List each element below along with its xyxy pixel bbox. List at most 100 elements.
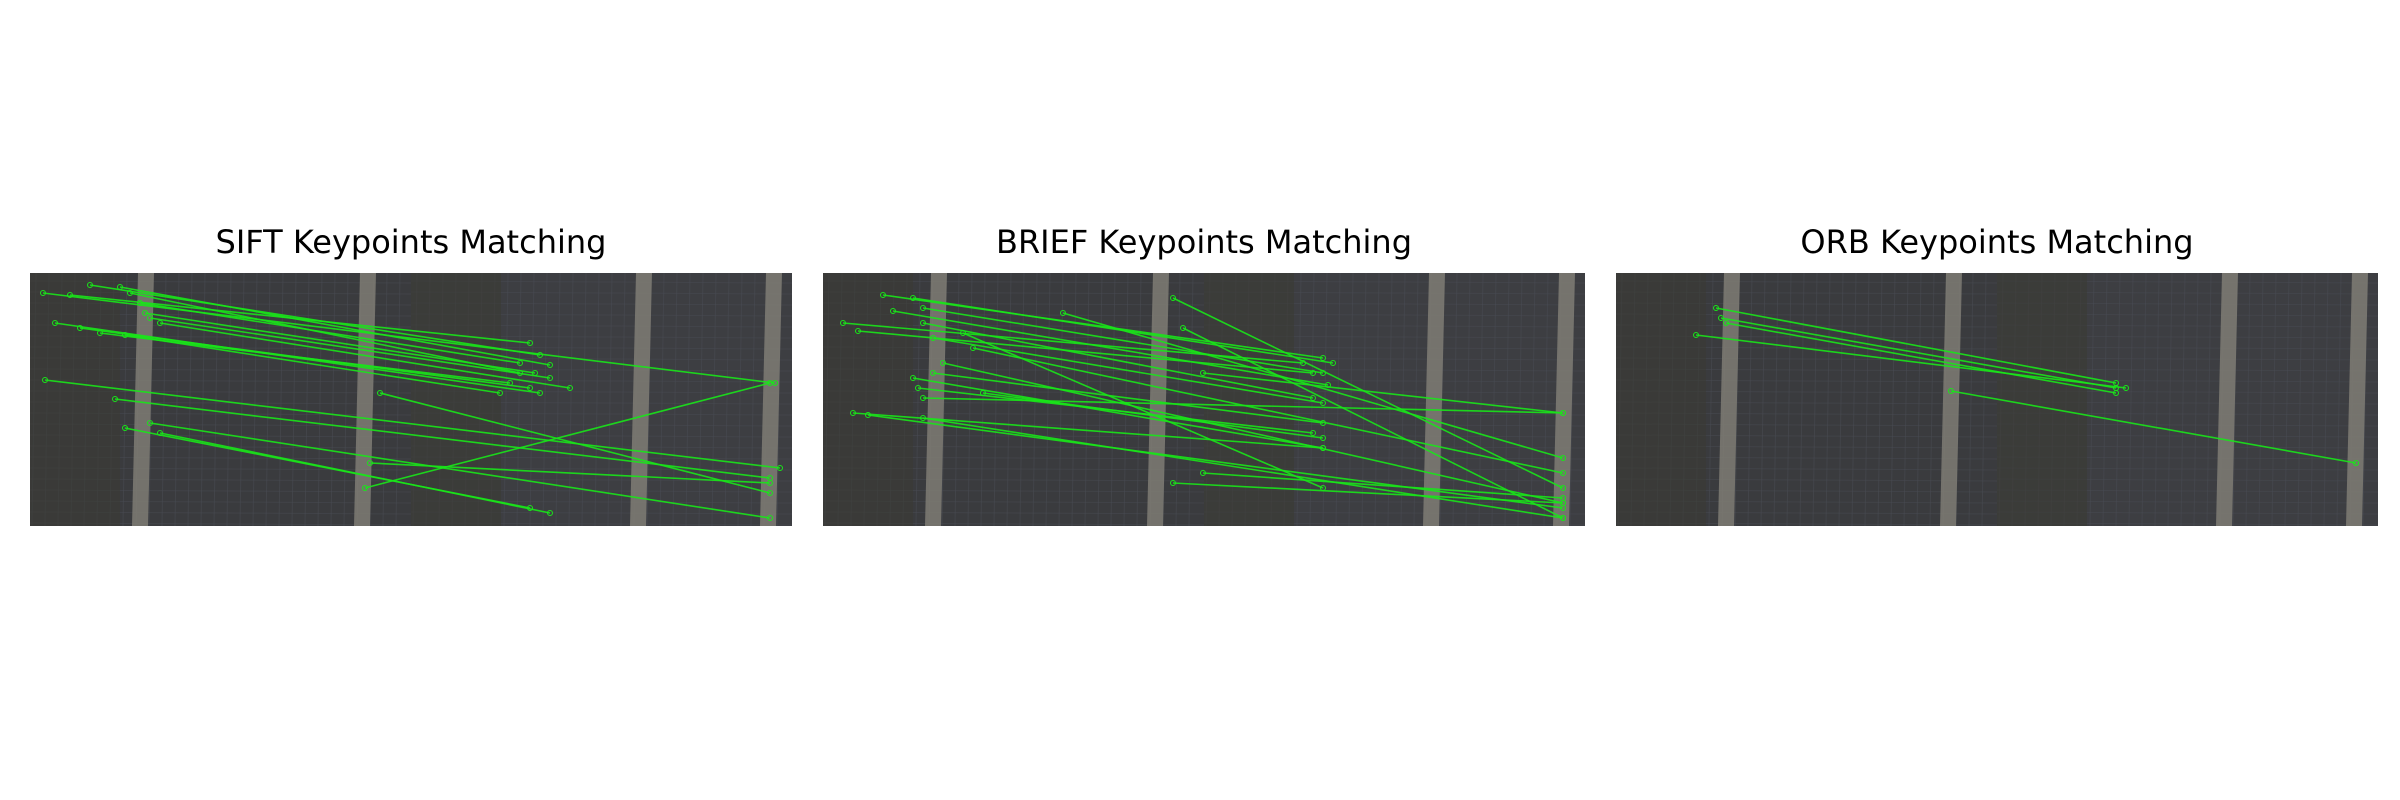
panel-grid-line xyxy=(1799,273,1805,526)
match-line xyxy=(369,462,771,484)
panel-grid-line xyxy=(1916,273,1922,526)
brief-matching-image xyxy=(823,273,1585,526)
keypoint-marker xyxy=(1560,455,1566,461)
support-pole xyxy=(1940,273,1962,526)
match-line xyxy=(932,337,1324,404)
keypoint-marker xyxy=(1723,320,1729,326)
keypoint-marker xyxy=(547,510,553,516)
match-line xyxy=(1182,327,1564,519)
panel-grid-line xyxy=(2154,273,2160,526)
match-lines xyxy=(40,282,783,521)
keypoint-marker xyxy=(880,292,886,298)
keypoint-marker xyxy=(1560,515,1566,521)
keypoint-marker xyxy=(1320,435,1326,441)
match-lines xyxy=(840,292,1566,521)
keypoint-marker xyxy=(920,395,926,401)
support-pole xyxy=(1553,273,1575,526)
ground-strip xyxy=(30,273,120,526)
panel-grid-line xyxy=(395,273,401,526)
keypoint-marker xyxy=(1060,310,1066,316)
panel-grid-line xyxy=(607,273,613,526)
keypoint-marker xyxy=(1560,485,1566,491)
keypoint-marker xyxy=(157,430,163,436)
keypoint-marker xyxy=(930,370,936,376)
panel-grid-line xyxy=(304,273,310,526)
keypoint-marker xyxy=(2113,390,2119,396)
panel-grid-line xyxy=(1123,273,1129,526)
sift-panel: SIFT Keypoints Matching xyxy=(30,220,792,526)
keypoint-marker xyxy=(117,284,123,290)
ground-strip xyxy=(823,273,913,526)
support-pole xyxy=(760,273,782,526)
keypoint-marker xyxy=(122,425,128,431)
keypoint-marker xyxy=(377,390,383,396)
panel-grid-line xyxy=(1413,273,1419,526)
keypoint-marker xyxy=(1180,325,1186,331)
panel-grid-line xyxy=(1851,273,1857,526)
keypoint-marker xyxy=(87,282,93,288)
match-line xyxy=(124,334,501,394)
match-line xyxy=(139,302,521,364)
panel-grid-line xyxy=(1387,273,1393,526)
keypoint-marker xyxy=(547,362,553,368)
panel-grid-line xyxy=(174,273,180,526)
panel-grid-line xyxy=(1877,273,1883,526)
panel-grid-line xyxy=(2271,273,2277,526)
keypoint-marker xyxy=(940,360,946,366)
panel-grid-line xyxy=(2102,273,2108,526)
match-line xyxy=(867,414,1564,509)
sift-matching-image xyxy=(30,273,792,526)
panel-grid-line xyxy=(555,273,561,526)
panel-grid-line xyxy=(659,273,665,526)
keypoint-marker xyxy=(840,320,846,326)
panel-grid-line xyxy=(1084,273,1090,526)
panel-grid-line xyxy=(2167,273,2173,526)
panel-grid-line xyxy=(1903,273,1909,526)
panel-grid-line xyxy=(1968,273,1974,526)
keypoint-marker xyxy=(767,480,773,486)
keypoint-marker xyxy=(1200,370,1206,376)
keypoint-marker xyxy=(855,328,861,334)
panel-grid-line xyxy=(1786,273,1792,526)
keypoint-marker xyxy=(1718,315,1724,321)
panel-grid-line xyxy=(1773,273,1779,526)
orb-panel-title: ORB Keypoints Matching xyxy=(1800,223,2194,261)
panel-grid-line xyxy=(291,273,297,526)
match-line xyxy=(1725,322,2117,394)
brief-panel: BRIEF Keypoints Matching xyxy=(823,220,1585,526)
panel-grid-line xyxy=(317,273,323,526)
keypoint-marker xyxy=(1948,388,1954,394)
keypoint-marker xyxy=(2353,460,2359,466)
keypoint-marker xyxy=(547,375,553,381)
match-line xyxy=(912,377,1324,449)
match-line xyxy=(42,292,776,384)
match-line xyxy=(1202,372,1564,414)
match-line xyxy=(1172,482,1564,504)
keypoint-marker xyxy=(910,295,916,301)
keypoint-marker xyxy=(1713,305,1719,311)
match-line xyxy=(149,422,771,519)
keypoint-marker xyxy=(777,465,783,471)
match-line xyxy=(922,322,1314,399)
panel-grid-line xyxy=(226,273,232,526)
keypoint-marker xyxy=(910,375,916,381)
match-line xyxy=(842,322,1304,364)
match-line xyxy=(89,284,541,356)
panel-grid-line xyxy=(698,273,704,526)
keypoint-marker xyxy=(517,360,523,366)
keypoint-marker xyxy=(137,300,143,306)
panel-grid-line xyxy=(1097,273,1103,526)
panel-grid-line xyxy=(161,273,167,526)
panel-grid-line xyxy=(2206,273,2212,526)
panel-grid-line xyxy=(187,273,193,526)
keypoint-marker xyxy=(537,352,543,358)
brief-panel-title: BRIEF Keypoints Matching xyxy=(995,223,1412,261)
keypoint-marker xyxy=(970,345,976,351)
panel-grid-line xyxy=(2089,273,2095,526)
match-line xyxy=(159,432,551,514)
match-line xyxy=(364,382,771,489)
panel-grid-line xyxy=(685,273,691,526)
match-line xyxy=(932,372,1324,424)
panel-grid-line xyxy=(672,273,678,526)
panel-grid-line xyxy=(1504,273,1510,526)
